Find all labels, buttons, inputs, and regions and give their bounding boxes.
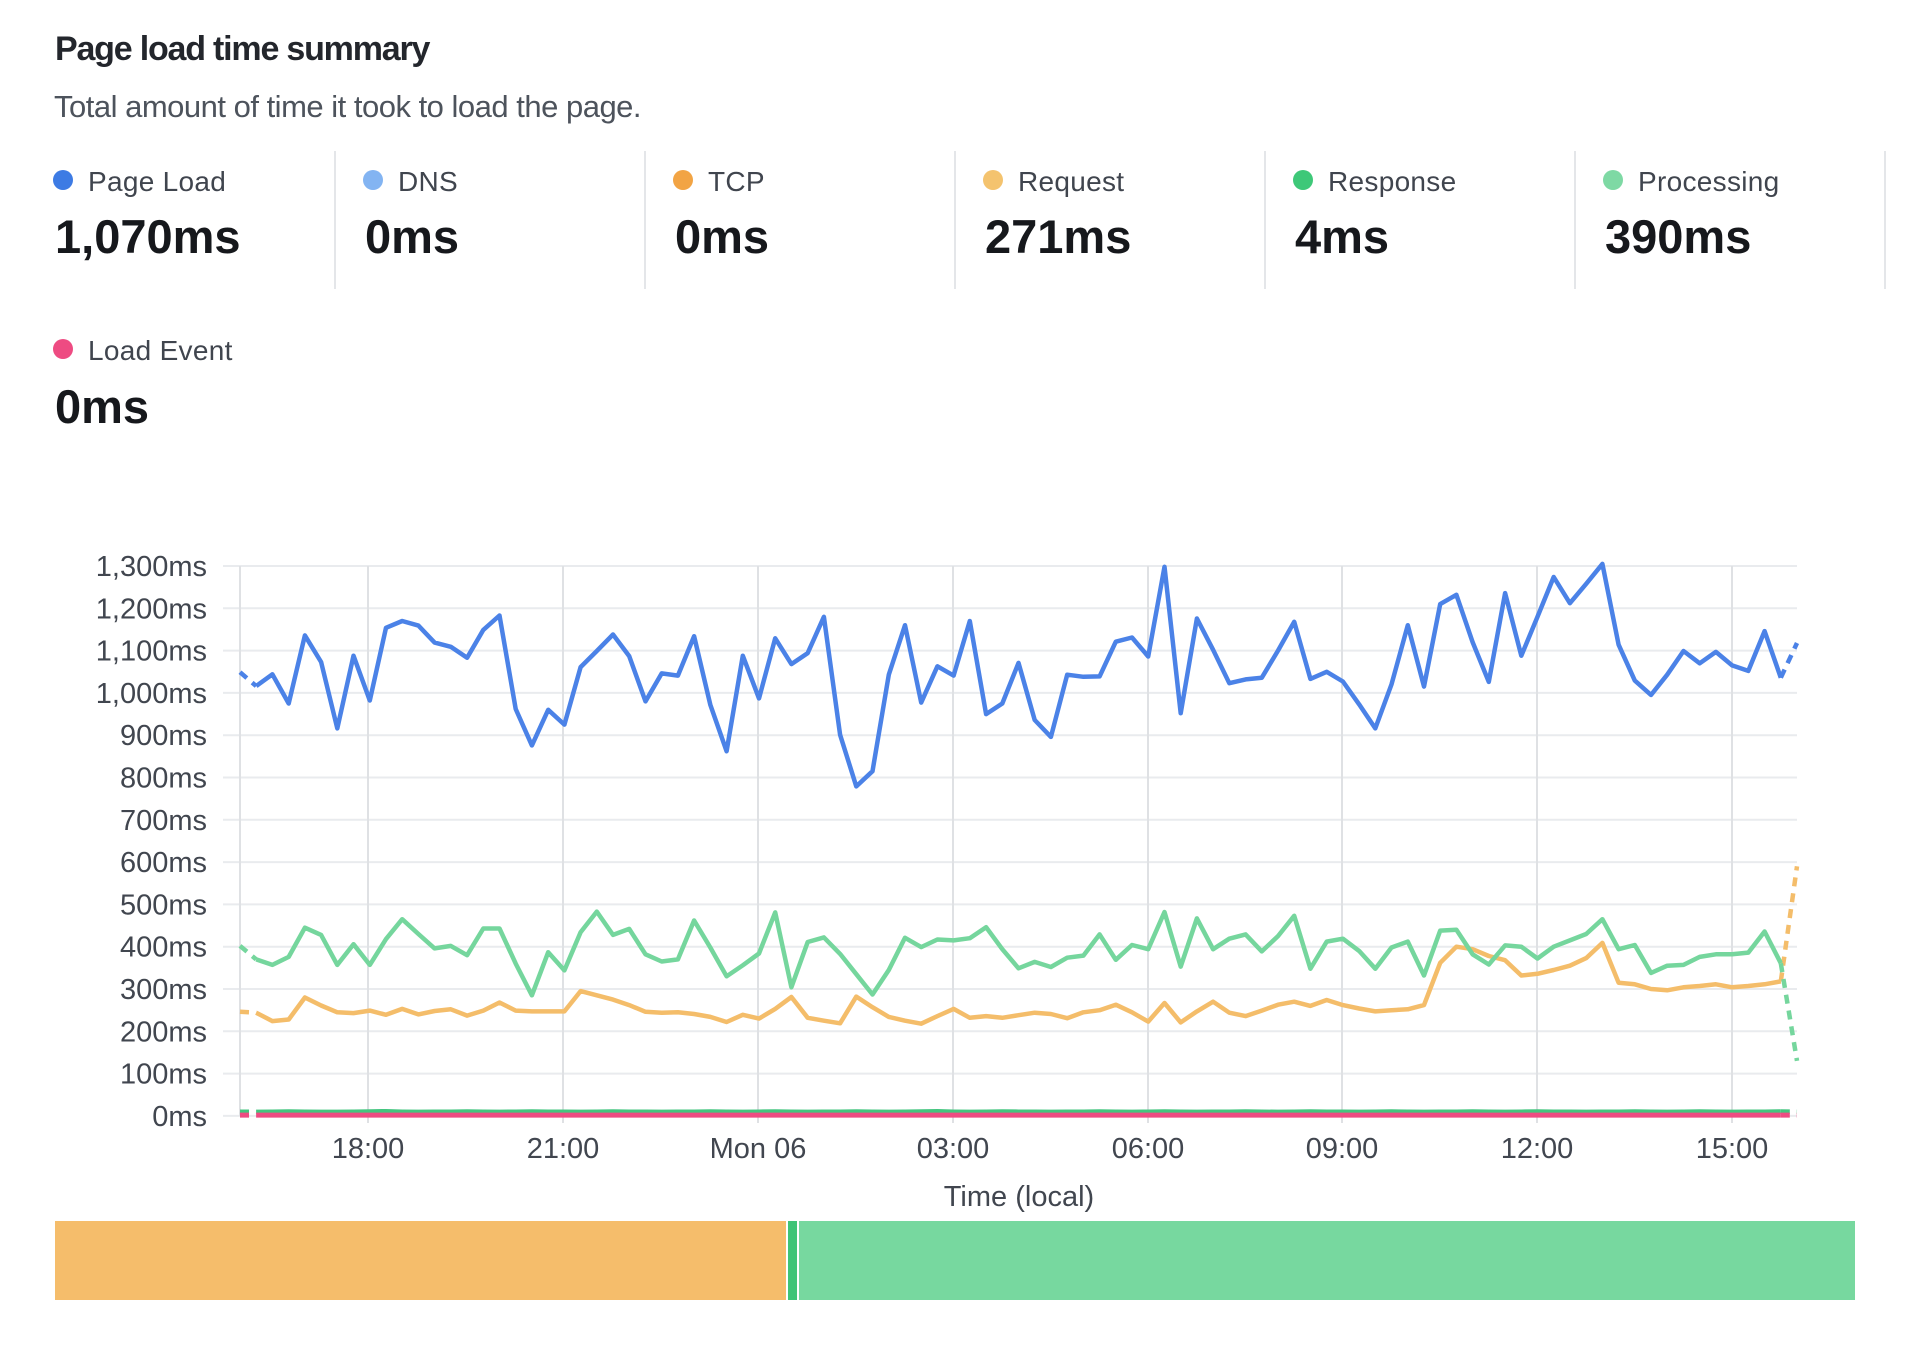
svg-text:Time (local): Time (local) <box>944 1181 1094 1213</box>
svg-text:1,300ms: 1,300ms <box>96 551 207 583</box>
svg-text:12:00: 12:00 <box>1501 1133 1574 1165</box>
svg-text:21:00: 21:00 <box>527 1133 600 1165</box>
svg-text:800ms: 800ms <box>120 763 207 795</box>
svg-text:700ms: 700ms <box>120 805 207 837</box>
svg-text:15:00: 15:00 <box>1696 1133 1769 1165</box>
svg-text:1,200ms: 1,200ms <box>96 593 207 625</box>
svg-text:100ms: 100ms <box>120 1059 207 1091</box>
svg-text:1,000ms: 1,000ms <box>96 678 207 710</box>
svg-text:0ms: 0ms <box>152 1101 207 1133</box>
svg-text:1,100ms: 1,100ms <box>96 636 207 668</box>
svg-text:06:00: 06:00 <box>1112 1133 1185 1165</box>
svg-text:500ms: 500ms <box>120 889 207 921</box>
svg-text:400ms: 400ms <box>120 932 207 964</box>
svg-text:18:00: 18:00 <box>332 1133 405 1165</box>
svg-text:03:00: 03:00 <box>917 1133 990 1165</box>
svg-text:600ms: 600ms <box>120 847 207 879</box>
svg-text:Mon 06: Mon 06 <box>710 1133 807 1165</box>
svg-text:09:00: 09:00 <box>1306 1133 1379 1165</box>
svg-text:900ms: 900ms <box>120 720 207 752</box>
svg-text:200ms: 200ms <box>120 1016 207 1048</box>
svg-text:300ms: 300ms <box>120 974 207 1006</box>
